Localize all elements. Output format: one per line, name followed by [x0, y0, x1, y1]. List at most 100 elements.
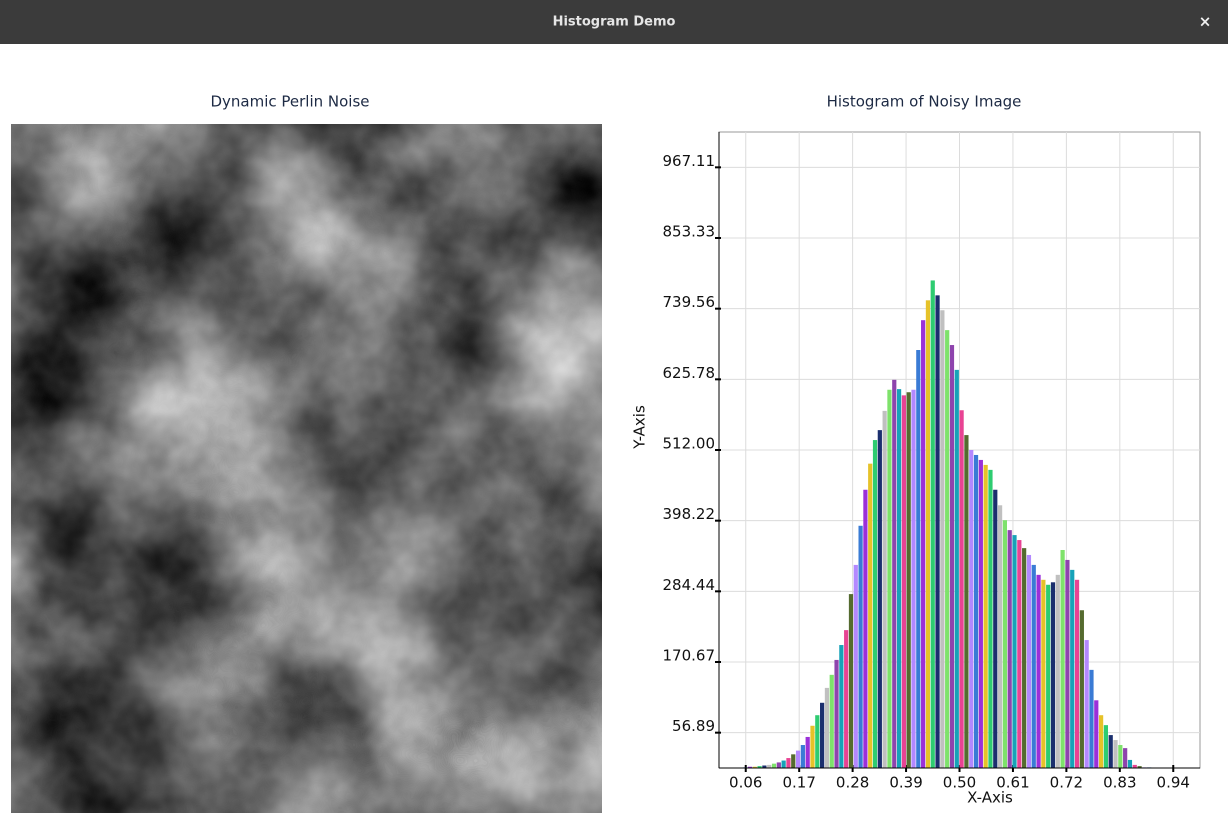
bar [945, 330, 950, 768]
bar [964, 435, 969, 768]
bar [805, 736, 810, 768]
y-tick-label: 398.22 [663, 505, 716, 523]
bar [1036, 574, 1041, 768]
bar [868, 463, 873, 768]
x-tick-label: 0.39 [889, 774, 922, 792]
bar [916, 350, 921, 768]
bar [781, 760, 786, 768]
bar [1031, 564, 1036, 768]
bar [1079, 610, 1084, 768]
bar [935, 295, 940, 768]
bar [1026, 554, 1032, 768]
y-tick-label: 853.33 [663, 223, 716, 241]
bar [911, 389, 916, 768]
bar [820, 702, 825, 768]
x-tick-label: 0.83 [1103, 774, 1136, 792]
noise-image [11, 124, 602, 813]
bar [1055, 574, 1060, 768]
bar [1046, 584, 1051, 768]
bar [1103, 725, 1109, 768]
x-tick-label: 0.50 [943, 774, 976, 792]
x-tick-label: 0.28 [836, 774, 869, 792]
x-axis-label: X-Axis [967, 789, 1013, 807]
y-axis-label: Y-Axis [631, 405, 649, 450]
bar [1132, 764, 1137, 768]
x-tick-label: 0.72 [1050, 774, 1083, 792]
bar [1070, 569, 1075, 768]
bar [829, 674, 834, 768]
bar [906, 392, 911, 768]
y-tick-label: 739.56 [663, 293, 716, 311]
bar [930, 280, 935, 768]
bar [1089, 669, 1094, 768]
bar [858, 525, 863, 768]
bar [949, 345, 955, 768]
bar [853, 564, 858, 768]
window-title: Histogram Demo [553, 15, 676, 30]
bar [757, 766, 762, 768]
chart-title: Histogram of Noisy Image [827, 93, 1022, 111]
bar [973, 454, 979, 768]
bar [940, 310, 945, 768]
bar [988, 469, 993, 768]
x-tick-label: 0.61 [996, 774, 1029, 792]
y-tick-label: 625.78 [663, 364, 716, 382]
bar [896, 389, 902, 768]
title-bar [0, 0, 1228, 44]
x-tick-label: 0.06 [729, 774, 762, 792]
bar [997, 505, 1003, 768]
bar [1074, 579, 1080, 768]
bar [776, 762, 781, 768]
bar [844, 630, 849, 768]
bar [1007, 530, 1012, 768]
y-tick-label: 512.00 [663, 435, 716, 453]
bar [810, 725, 815, 768]
y-tick-label: 967.11 [663, 152, 716, 170]
bar [872, 440, 878, 768]
bar [1041, 579, 1046, 768]
bar [1113, 740, 1118, 768]
bar [1065, 559, 1070, 768]
bar [925, 300, 931, 768]
bar [1017, 540, 1022, 768]
bar [848, 594, 854, 768]
bar [824, 687, 830, 768]
bar [954, 369, 959, 768]
bar [1127, 759, 1133, 768]
bar [762, 765, 767, 768]
plot: 56.89 170.67 284.44 398.22 512.00 625.78 739.5… [663, 131, 1201, 792]
bar [1118, 745, 1123, 768]
bar [901, 395, 906, 768]
y-tick-label: 284.44 [663, 576, 716, 594]
close-button[interactable]: × [1199, 13, 1212, 31]
bar [1060, 549, 1065, 768]
bar [795, 750, 801, 768]
bar [1022, 548, 1027, 768]
bar [877, 430, 882, 768]
bar [993, 489, 998, 768]
bar [1084, 640, 1089, 768]
bar [959, 410, 964, 768]
bar [800, 745, 805, 768]
bar [1137, 766, 1142, 768]
y-tick-label: 170.67 [663, 646, 716, 664]
bar [969, 450, 974, 768]
bar [887, 389, 892, 768]
bar [791, 754, 796, 768]
bar [1002, 520, 1007, 768]
bar [1094, 700, 1099, 768]
bar [983, 464, 988, 768]
bar [892, 379, 897, 768]
image-title: Dynamic Perlin Noise [210, 93, 369, 111]
bar [882, 410, 887, 768]
bar [1123, 748, 1128, 768]
bar [752, 766, 757, 768]
bar [815, 715, 820, 768]
bar [747, 766, 753, 768]
bar [786, 758, 791, 768]
bar [863, 489, 868, 768]
bar [1098, 715, 1104, 768]
bar [839, 645, 844, 768]
